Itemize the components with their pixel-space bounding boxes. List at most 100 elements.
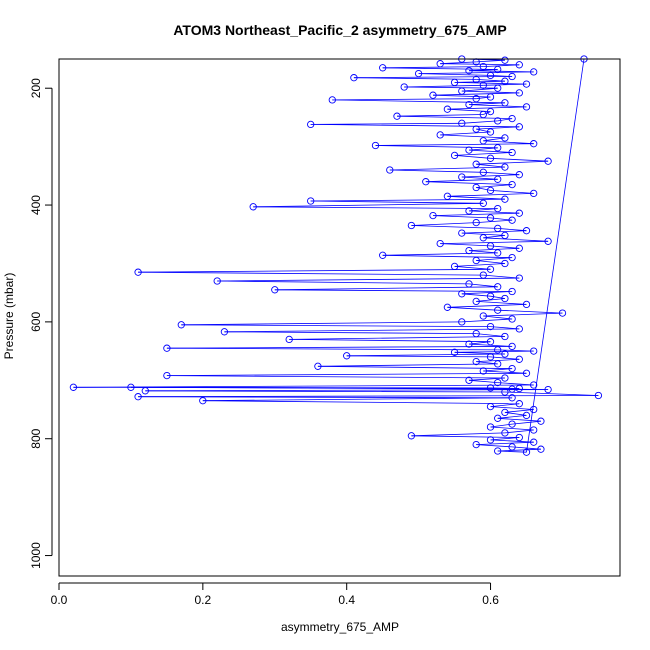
data-point xyxy=(407,221,416,230)
data-point xyxy=(486,71,495,80)
data-point xyxy=(494,360,502,368)
data-point xyxy=(472,183,480,192)
x-tick-label: 0.2 xyxy=(195,593,212,607)
series-line-segment xyxy=(166,372,527,376)
series-line-segment xyxy=(476,187,491,191)
data-point xyxy=(515,433,523,442)
data-point xyxy=(458,229,466,237)
data-point xyxy=(501,332,509,341)
series-line-segment xyxy=(440,243,491,247)
data-point xyxy=(458,290,466,298)
data-point xyxy=(501,134,509,142)
series-line-segment xyxy=(468,147,498,151)
data-point xyxy=(515,89,523,97)
data-point xyxy=(350,74,358,82)
data-point xyxy=(163,371,171,380)
data-point xyxy=(479,271,487,279)
series-line-segment xyxy=(454,82,527,85)
y-tick-label: 1000 xyxy=(29,542,43,569)
data-point xyxy=(458,173,466,181)
data-point xyxy=(443,303,452,311)
series-line-segment xyxy=(382,254,513,258)
series-line-segment xyxy=(425,181,513,185)
data-point xyxy=(501,56,509,64)
data-point xyxy=(479,234,487,242)
series-line-segment xyxy=(274,289,513,292)
data-point xyxy=(501,231,509,240)
series-line-segment xyxy=(202,397,513,402)
data-point xyxy=(220,328,229,336)
series-line-segment xyxy=(497,382,534,386)
data-point xyxy=(494,117,502,125)
x-tick-label: 0.0 xyxy=(51,593,68,607)
series-line-segment xyxy=(440,63,520,66)
data-point xyxy=(501,294,509,303)
data-point xyxy=(465,340,473,348)
series-line-segment xyxy=(483,171,520,176)
data-point xyxy=(494,346,502,354)
data-point xyxy=(494,204,502,213)
data-point xyxy=(400,83,408,91)
series-line-segment xyxy=(447,306,498,311)
data-point xyxy=(530,381,538,389)
series-line-segment xyxy=(396,115,513,119)
data-point xyxy=(501,99,509,107)
series-line-segment xyxy=(332,98,477,101)
series-line-segment xyxy=(483,111,491,115)
data-point xyxy=(422,178,430,186)
data-point xyxy=(414,69,423,78)
series-line-segment xyxy=(130,386,513,390)
series-line-segment xyxy=(454,152,513,156)
y-tick-label: 600 xyxy=(29,312,43,332)
series-line-segment xyxy=(476,301,527,305)
series-line-segment xyxy=(73,384,534,388)
data-point xyxy=(530,68,538,76)
data-point xyxy=(515,209,523,217)
data-point xyxy=(134,393,142,401)
data-point xyxy=(328,96,336,104)
series-line-segment xyxy=(310,122,462,125)
series-line-segment xyxy=(447,193,534,197)
y-tick-label: 800 xyxy=(29,428,43,448)
series-line-segment xyxy=(224,328,520,333)
data-point xyxy=(386,166,394,174)
series-line-segment xyxy=(145,390,505,393)
data-point xyxy=(530,347,538,355)
series-line-segment xyxy=(454,350,534,353)
series-line-segment xyxy=(476,184,513,188)
series-line-segment xyxy=(468,283,498,288)
data-point xyxy=(450,262,459,271)
series-line-segment xyxy=(476,298,505,302)
series-line-segment xyxy=(497,448,541,452)
series-line-segment xyxy=(432,215,491,219)
data-point xyxy=(436,60,444,68)
series-line-segment xyxy=(497,309,563,314)
series-line-segment xyxy=(138,268,491,273)
series-line-segment xyxy=(476,444,513,448)
data-point xyxy=(271,286,279,294)
series-line-segment xyxy=(461,291,513,295)
data-point xyxy=(508,180,516,189)
series-line-segment xyxy=(396,114,484,117)
data-point xyxy=(522,227,531,235)
series-line-segment xyxy=(512,446,541,450)
series-line-segment xyxy=(353,76,513,79)
data-point xyxy=(486,186,495,195)
data-point xyxy=(479,168,487,176)
series-line-segment xyxy=(512,420,541,425)
data-point xyxy=(494,249,502,257)
data-point xyxy=(285,335,293,344)
data-point xyxy=(458,119,466,127)
data-point xyxy=(515,355,523,363)
data-point xyxy=(501,163,509,171)
series-line-segment xyxy=(483,315,513,320)
data-point xyxy=(479,367,487,375)
data-point xyxy=(486,242,495,250)
series-line-segment xyxy=(432,92,520,96)
series-line-segment xyxy=(454,263,505,267)
data-point xyxy=(465,280,473,288)
series-line-segment xyxy=(490,437,520,441)
series-line-segment xyxy=(181,321,462,326)
series-line-segment xyxy=(411,435,520,438)
data-point xyxy=(544,237,552,245)
